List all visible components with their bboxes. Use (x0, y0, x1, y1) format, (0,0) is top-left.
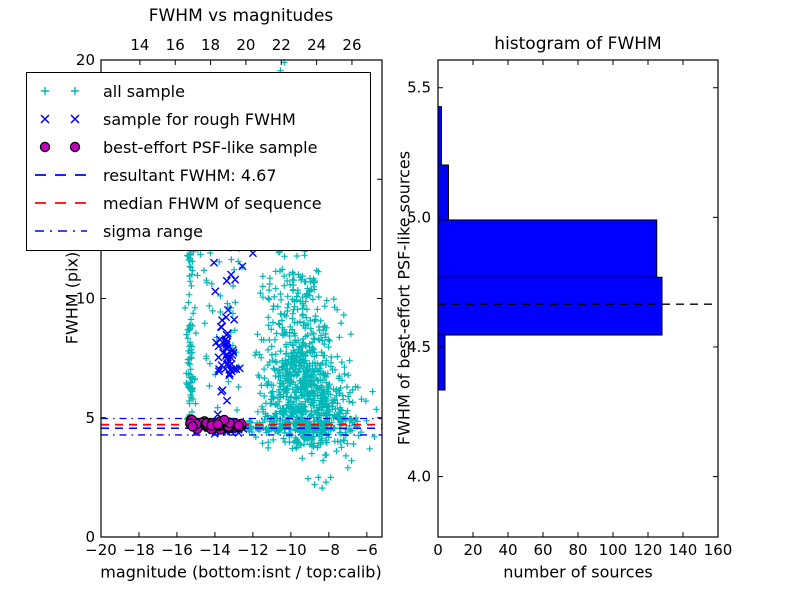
legend-label: all sample (103, 81, 185, 101)
legend-entry-1: sample for rough FWHM (33, 105, 364, 133)
top-xtick-label: 26 (342, 36, 361, 54)
left-ytick-label: 20 (76, 51, 95, 69)
right-xtick-label: 20 (463, 541, 482, 559)
top-xtick-label: 14 (130, 36, 149, 54)
left-xtick-label: −18 (123, 541, 155, 559)
top-xtick-label: 22 (272, 36, 291, 54)
right-ytick-label: 5.0 (407, 208, 431, 226)
hist-bar (437, 164, 449, 221)
legend-marker-dashed (35, 202, 87, 204)
right-yaxis-label: FWHM of best-effort PSF-like sources (394, 150, 414, 446)
legend-box: all sample sample for rough FWHM best-effo… (26, 72, 371, 251)
legend-marker-dot-pair (39, 141, 81, 153)
right-ytick-label: 4.0 (407, 468, 431, 486)
legend-entry-3: resultant FWHM: 4.67 (33, 161, 364, 189)
right-xtick-label: 0 (433, 541, 443, 559)
left-xtick-label: −16 (161, 541, 193, 559)
left-xtick-label: −14 (199, 541, 231, 559)
scatter-psf-like-sample (185, 414, 247, 435)
legend-entry-0: all sample (33, 77, 364, 105)
left-xtick-label: −20 (85, 541, 117, 559)
right-plot-title: histogram of FWHM (494, 34, 662, 54)
right-xtick-label: 160 (704, 541, 733, 559)
right-xtick-label: 140 (669, 541, 698, 559)
legend-entry-4: median FHWM of sequence (33, 189, 364, 217)
legend-label: sigma range (103, 221, 203, 241)
left-xtick-label: −8 (318, 541, 340, 559)
legend-entry-5: sigma range (33, 217, 364, 245)
legend-label: best-effort PSF-like sample (103, 137, 318, 157)
psf-point (212, 419, 224, 430)
right-xtick-label: 60 (533, 541, 552, 559)
left-plot: −20 −18 −16 −14 −12 −10 −8 −6 14 16 18 20 22 24 26 0 5 10… (76, 36, 383, 559)
legend-label: resultant FWHM: 4.67 (103, 165, 277, 185)
right-ytick-label: 5.5 (407, 79, 431, 97)
top-xtick-label: 16 (166, 36, 185, 54)
top-xtick-label: 18 (201, 36, 220, 54)
left-xtick-label: −6 (356, 541, 378, 559)
right-xtick-label: 80 (568, 541, 587, 559)
right-xtick-label: 100 (599, 541, 628, 559)
scatter-rough-fwhm-sample (191, 249, 257, 438)
right-xaxis-label: number of sources (503, 562, 653, 582)
hist-bar (437, 219, 658, 278)
right-ytick-label: 4.5 (407, 338, 431, 356)
left-ytick-label: 5 (85, 409, 95, 427)
left-yaxis-label: FWHM (pix) (62, 251, 82, 345)
left-xtick-label: −10 (275, 541, 307, 559)
legend-marker-dashdot (35, 230, 87, 232)
left-plot-title: FWHM vs magnitudes (148, 6, 334, 26)
left-ytick-label: 10 (76, 290, 95, 308)
hist-bar (437, 276, 663, 336)
legend-label: median FHWM of sequence (103, 193, 322, 213)
left-xtick-label: −12 (237, 541, 269, 559)
right-xtick-label: 120 (634, 541, 663, 559)
hist-bar (437, 334, 446, 391)
top-xtick-label: 20 (236, 36, 255, 54)
right-xtick-label: 40 (498, 541, 517, 559)
legend-label: sample for rough FWHM (103, 109, 296, 129)
psf-point (187, 421, 198, 432)
legend-marker-dashed (35, 174, 87, 176)
left-xaxis-label: magnitude (bottom:isnt / top:calib) (100, 562, 382, 582)
right-plot: 4.0 4.5 5.0 5.5 (407, 59, 719, 538)
legend-marker-x-pair (40, 114, 80, 124)
left-ytick-label: 0 (85, 528, 95, 546)
legend-entry-2: best-effort PSF-like sample (33, 133, 364, 161)
psf-point (233, 420, 244, 431)
top-xtick-label: 24 (307, 36, 326, 54)
legend-marker-plus-pair (41, 87, 79, 95)
